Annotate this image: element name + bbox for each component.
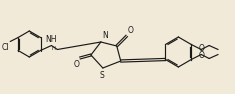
Text: Cl: Cl (2, 42, 9, 52)
Text: O: O (73, 60, 79, 69)
Text: S: S (99, 71, 104, 80)
Text: O: O (198, 51, 204, 60)
Text: NH: NH (46, 35, 57, 44)
Text: H: H (52, 46, 56, 51)
Text: N: N (102, 31, 108, 41)
Text: O: O (128, 26, 133, 35)
Text: O: O (198, 44, 204, 53)
